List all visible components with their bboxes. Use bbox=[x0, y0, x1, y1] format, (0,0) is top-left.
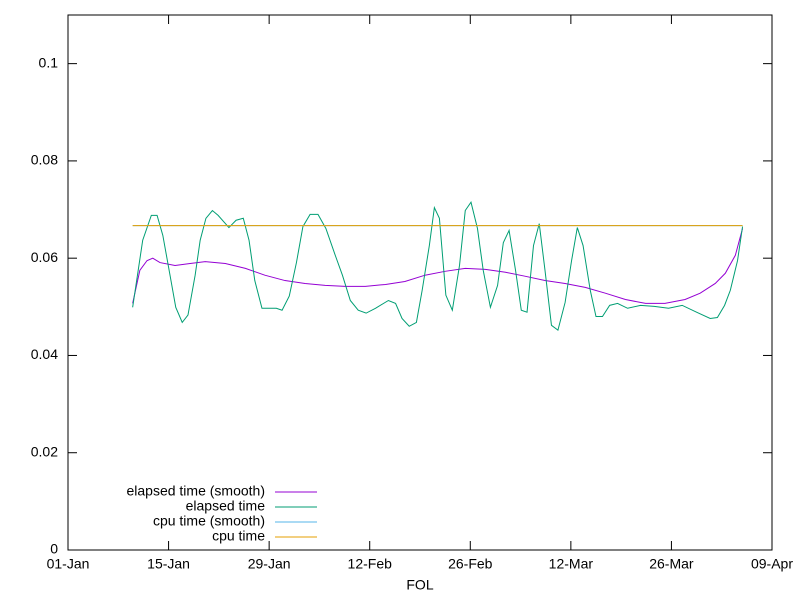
x-tick-label: 01-Jan bbox=[47, 556, 90, 572]
x-tick-label: 12-Mar bbox=[549, 556, 594, 572]
legend-label: cpu time bbox=[212, 528, 265, 544]
x-tick-label: 09-Apr bbox=[751, 556, 793, 572]
plot-frame bbox=[67, 14, 773, 551]
x-tick-label: 12-Feb bbox=[348, 556, 393, 572]
series-line bbox=[132, 201, 744, 332]
x-axis-label: FOL bbox=[406, 577, 433, 593]
y-tick-label: 0.06 bbox=[31, 249, 58, 265]
y-tick-label: 0.04 bbox=[31, 346, 58, 362]
x-tick-label: 15-Jan bbox=[147, 556, 190, 572]
legend-label: elapsed time (smooth) bbox=[126, 483, 265, 499]
y-tick-label: 0.02 bbox=[31, 443, 58, 459]
x-tick-label: 26-Feb bbox=[448, 556, 493, 572]
series-line bbox=[132, 228, 744, 304]
y-tick-label: 0.08 bbox=[31, 152, 58, 168]
legend-label: cpu time (smooth) bbox=[153, 513, 265, 529]
x-tick-label: 29-Jan bbox=[248, 556, 291, 572]
x-tick-label: 26-Mar bbox=[649, 556, 694, 572]
legend-label: elapsed time bbox=[186, 498, 266, 514]
y-tick-label: 0.1 bbox=[39, 54, 59, 70]
y-tick-label: 0 bbox=[50, 541, 58, 557]
